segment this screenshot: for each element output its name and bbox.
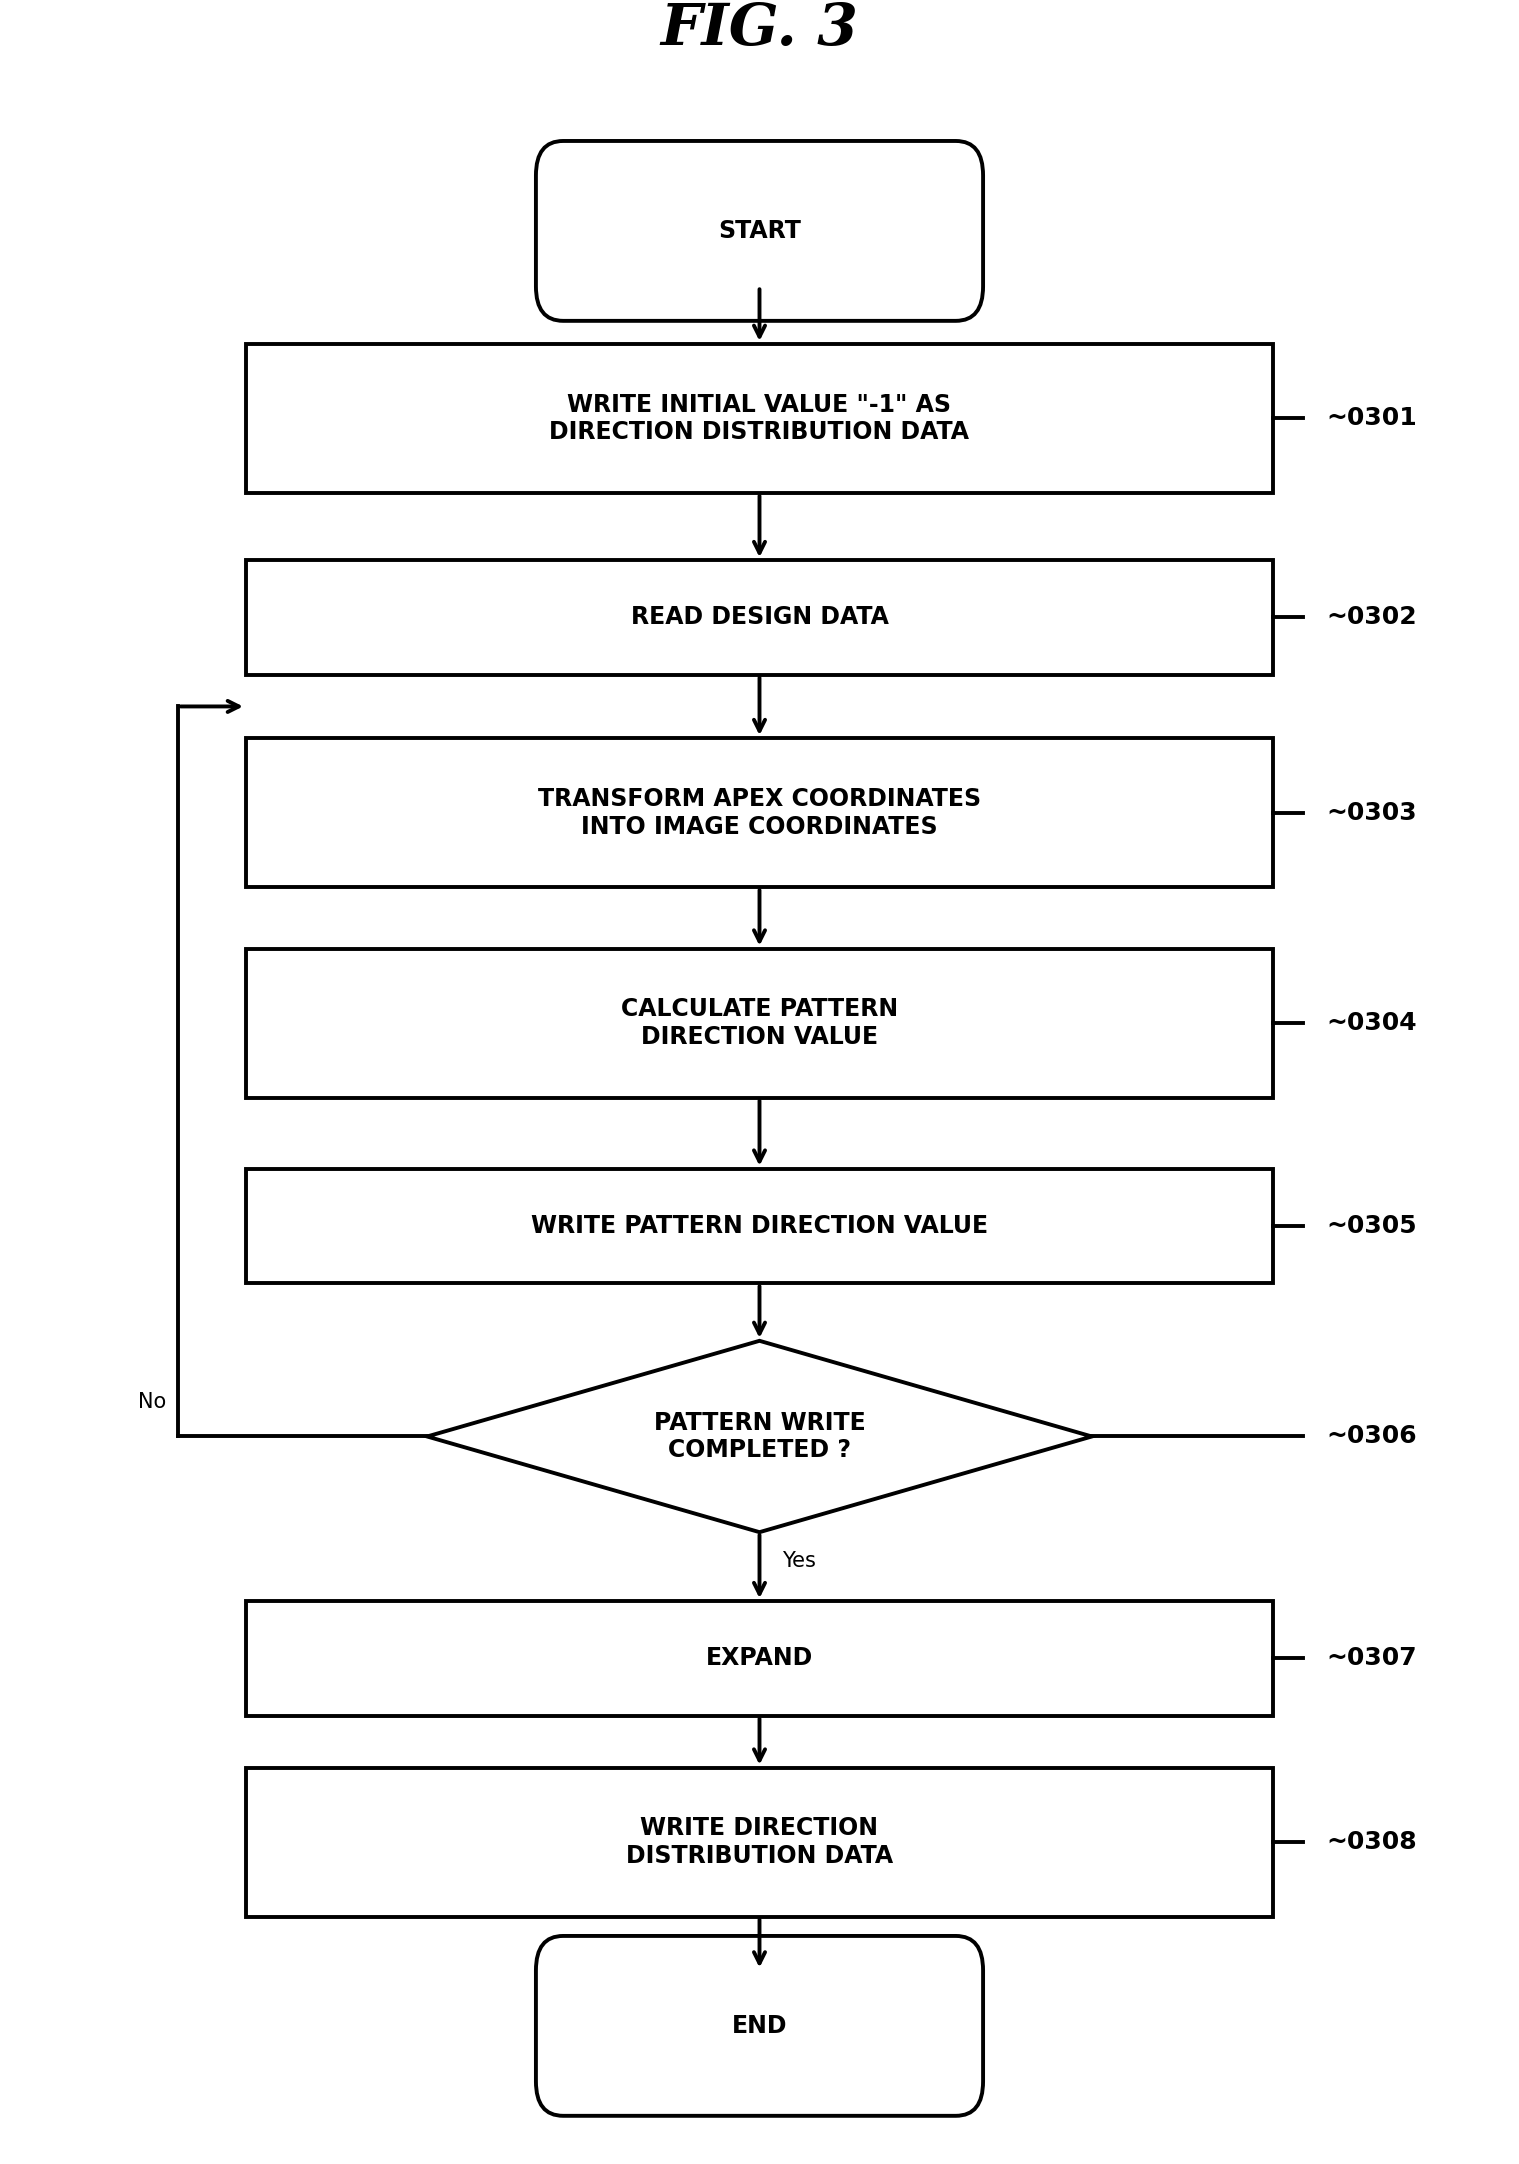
FancyBboxPatch shape	[536, 141, 983, 320]
Bar	[246, 1169, 1273, 1283]
Bar	[246, 738, 1273, 887]
Text: ~0301: ~0301	[1326, 407, 1417, 431]
Text: Yes: Yes	[782, 1552, 816, 1571]
Text: TRANSFORM APEX COORDINATES
INTO IMAGE COORDINATES: TRANSFORM APEX COORDINATES INTO IMAGE CO…	[538, 788, 981, 840]
Bar	[246, 1768, 1273, 1917]
Bar	[246, 344, 1273, 493]
Text: ~0303: ~0303	[1326, 801, 1417, 824]
Text: ~0307: ~0307	[1326, 1647, 1417, 1671]
Bar	[246, 1601, 1273, 1716]
Text: ~0306: ~0306	[1326, 1424, 1417, 1448]
Text: START: START	[718, 219, 801, 242]
Text: ~0304: ~0304	[1326, 1011, 1417, 1034]
Text: ~0305: ~0305	[1326, 1214, 1417, 1238]
Bar	[246, 560, 1273, 675]
Text: PATTERN WRITE
COMPLETED ?: PATTERN WRITE COMPLETED ?	[653, 1411, 866, 1463]
Text: WRITE PATTERN DIRECTION VALUE: WRITE PATTERN DIRECTION VALUE	[532, 1214, 987, 1238]
FancyBboxPatch shape	[536, 1937, 983, 2116]
Text: ~0302: ~0302	[1326, 606, 1417, 630]
Text: READ DESIGN DATA: READ DESIGN DATA	[630, 606, 889, 630]
Text: FIG. 3: FIG. 3	[661, 0, 858, 56]
Polygon shape	[427, 1342, 1092, 1532]
Text: ~0308: ~0308	[1326, 1831, 1417, 1855]
Text: END: END	[732, 2015, 787, 2038]
Text: WRITE DIRECTION
DISTRIBUTION DATA: WRITE DIRECTION DISTRIBUTION DATA	[626, 1816, 893, 1868]
Text: No: No	[138, 1391, 166, 1413]
Text: CALCULATE PATTERN
DIRECTION VALUE: CALCULATE PATTERN DIRECTION VALUE	[621, 998, 898, 1050]
Text: WRITE INITIAL VALUE "-1" AS
DIRECTION DISTRIBUTION DATA: WRITE INITIAL VALUE "-1" AS DIRECTION DI…	[550, 392, 969, 444]
Text: EXPAND: EXPAND	[706, 1647, 813, 1671]
Bar	[246, 948, 1273, 1097]
